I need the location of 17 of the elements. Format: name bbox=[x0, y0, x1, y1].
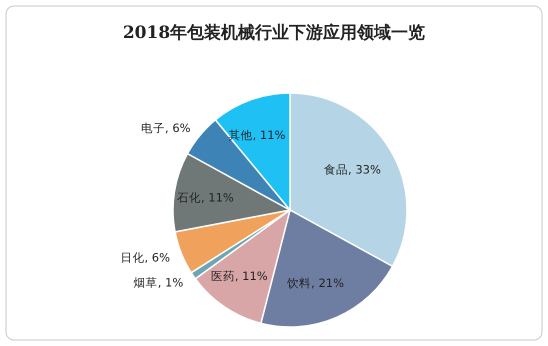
data-label: , 21% bbox=[311, 276, 344, 290]
slice-label: 石化 bbox=[176, 190, 201, 205]
slice-label: 其他 bbox=[228, 128, 253, 142]
data-label: , 11% bbox=[252, 128, 286, 142]
data-label: , 1% bbox=[158, 276, 184, 290]
slice-label: 饮料 bbox=[286, 276, 312, 290]
data-label: , 11% bbox=[200, 190, 234, 205]
chart-title: 2018年包装机械行业下游应用领域一览 bbox=[122, 23, 426, 43]
slice-label: 烟草 bbox=[134, 276, 158, 290]
slice-label: 日化 bbox=[120, 250, 144, 264]
slice-label: 电子 bbox=[141, 120, 166, 135]
data-label: , 6% bbox=[165, 120, 191, 135]
slice-label: 食品 bbox=[324, 162, 348, 176]
data-label: , 11% bbox=[234, 268, 268, 283]
data-label: , 33% bbox=[348, 162, 381, 176]
data-label: , 6% bbox=[144, 250, 170, 264]
slice-label: 医药 bbox=[210, 268, 235, 283]
